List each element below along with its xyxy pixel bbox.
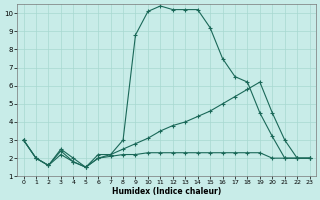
X-axis label: Humidex (Indice chaleur): Humidex (Indice chaleur) [112, 187, 221, 196]
